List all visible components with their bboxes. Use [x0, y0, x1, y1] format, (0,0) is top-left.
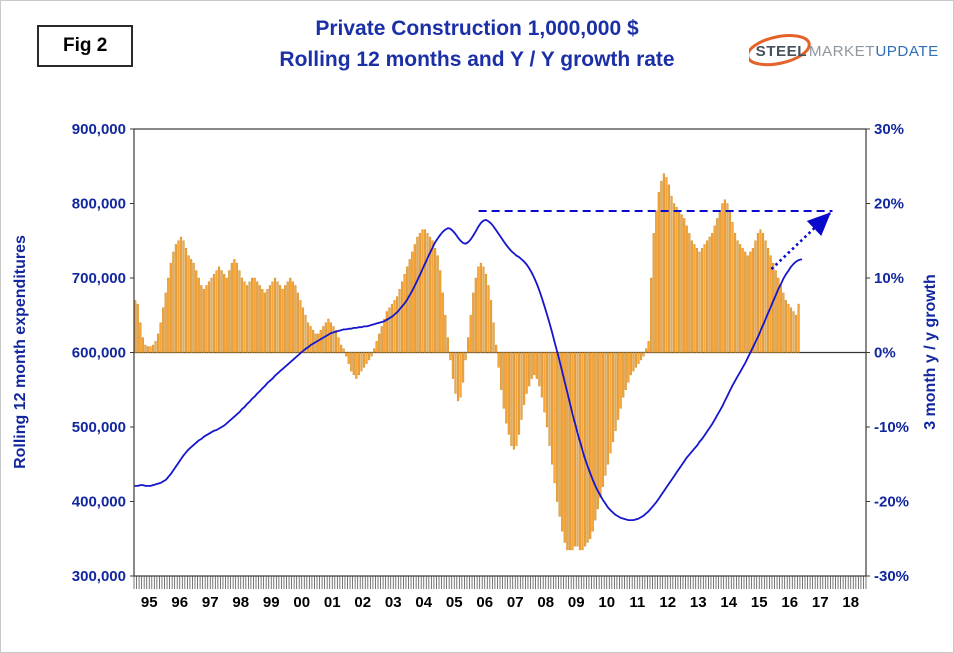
svg-text:900,000: 900,000 — [72, 121, 126, 138]
svg-text:02: 02 — [354, 594, 371, 611]
expenditure-line — [134, 219, 803, 521]
chart-area: 900,000 800,000 700,000 600,000 500,000 400,0… — [12, 121, 939, 611]
svg-text:800,000: 800,000 — [72, 196, 126, 213]
plot-border — [133, 128, 867, 577]
svg-text:97: 97 — [202, 594, 219, 611]
svg-text:15: 15 — [751, 594, 768, 611]
svg-text:30%: 30% — [874, 121, 904, 138]
logo-text-steel: STEEL — [756, 43, 807, 60]
figure-label-box: Fig 2 — [37, 25, 134, 67]
svg-text:20%: 20% — [874, 196, 904, 213]
chart-title: Private Construction 1,000,000 $ Rolling… — [1, 13, 953, 75]
smu-logo-graphic: STEEL MARKET UPDATE — [746, 34, 938, 67]
logo-text-market: MARKET — [809, 43, 875, 60]
svg-text:300,000: 300,000 — [72, 568, 126, 585]
svg-text:10: 10 — [598, 594, 615, 611]
svg-text:14: 14 — [720, 594, 737, 611]
chart-title-line1: Private Construction 1,000,000 $ — [315, 17, 639, 40]
svg-text:11: 11 — [629, 594, 645, 611]
figure-label: Fig 2 — [63, 35, 108, 56]
svg-text:98: 98 — [232, 594, 249, 611]
svg-text:600,000: 600,000 — [72, 345, 126, 362]
svg-text:18: 18 — [842, 594, 859, 611]
svg-text:05: 05 — [446, 594, 463, 611]
svg-text:07: 07 — [507, 594, 524, 611]
svg-text:16: 16 — [781, 594, 798, 611]
trend-annotations — [478, 209, 833, 271]
svg-text:01: 01 — [324, 594, 341, 611]
svg-text:95: 95 — [141, 594, 158, 611]
svg-text:-30%: -30% — [874, 568, 909, 585]
svg-text:03: 03 — [385, 594, 402, 611]
axes: 900,000 800,000 700,000 600,000 500,000 400,0… — [72, 121, 909, 611]
svg-text:09: 09 — [568, 594, 585, 611]
svg-text:04: 04 — [415, 594, 432, 611]
growth-bars — [134, 173, 800, 551]
svg-text:06: 06 — [476, 594, 493, 611]
svg-text:-10%: -10% — [874, 419, 909, 436]
svg-text:96: 96 — [171, 594, 188, 611]
svg-text:17: 17 — [812, 594, 829, 611]
svg-text:700,000: 700,000 — [72, 270, 126, 287]
svg-text:-20%: -20% — [874, 494, 909, 511]
svg-text:08: 08 — [537, 594, 554, 611]
logo-text-update: UPDATE — [875, 43, 938, 60]
svg-text:10%: 10% — [874, 270, 904, 287]
smu-logo: STEEL MARKET UPDATE — [746, 27, 939, 82]
svg-text:400,000: 400,000 — [72, 494, 126, 511]
right-axis-title: 3 month y / y growth — [922, 274, 939, 430]
svg-text:12: 12 — [659, 594, 676, 611]
svg-text:13: 13 — [690, 594, 707, 611]
left-axis-title: Rolling 12 month expenditures — [12, 235, 29, 469]
svg-text:00: 00 — [293, 594, 310, 611]
svg-text:0%: 0% — [874, 345, 896, 362]
chart-title-line2: Rolling 12 months and Y / Y growth rate — [279, 48, 675, 71]
svg-text:500,000: 500,000 — [72, 419, 126, 436]
svg-text:99: 99 — [263, 594, 280, 611]
